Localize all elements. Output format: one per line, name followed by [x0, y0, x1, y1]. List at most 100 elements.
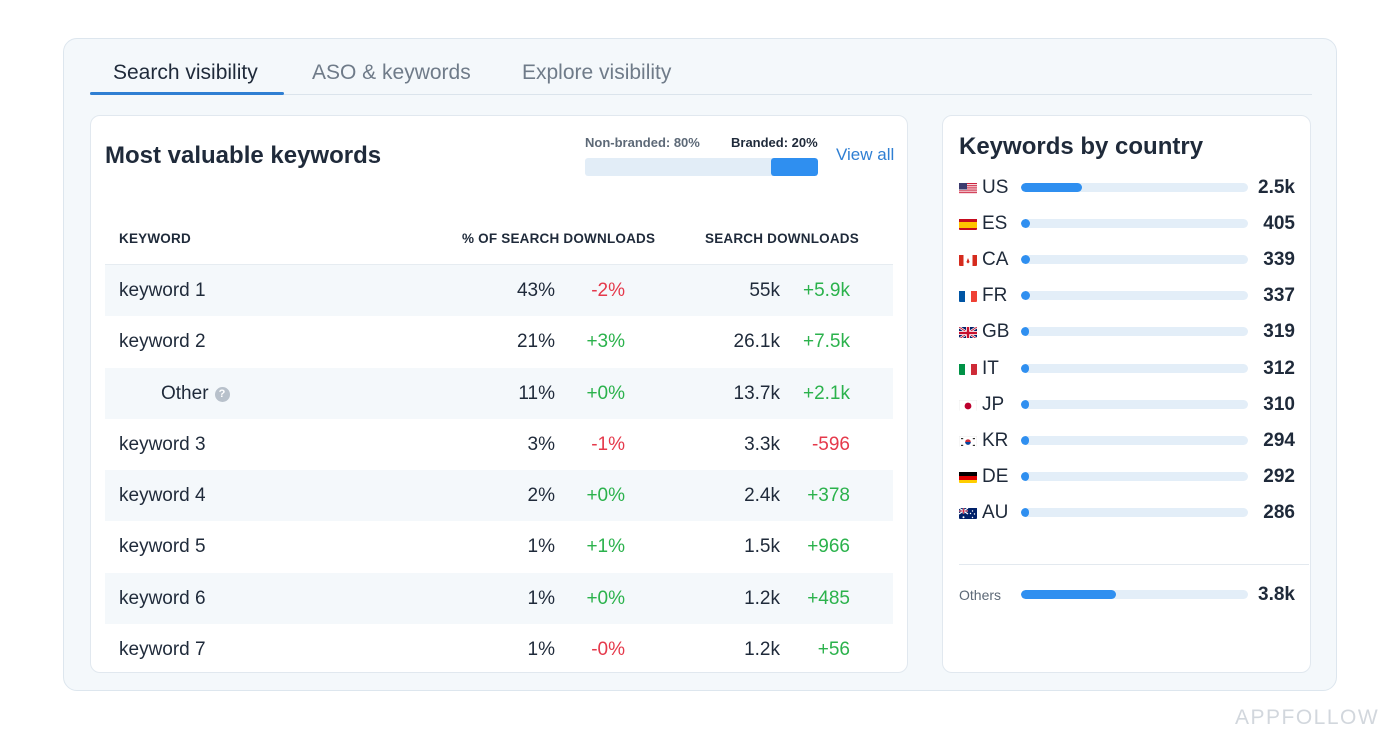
tab-bar: Search visibility ASO & keywords Explore… — [90, 39, 1312, 95]
country-bar — [1021, 255, 1248, 265]
country-row-ca[interactable]: CA 339 — [959, 248, 1295, 272]
downloads-delta: +56 — [817, 639, 850, 661]
appfollow-watermark: APPFOLLOW — [1235, 706, 1380, 729]
table-row[interactable]: Other? 11% +0% 13.7k +2.1k — [105, 367, 893, 419]
downloads-value: 3.3k — [744, 433, 780, 455]
pct-delta: +3% — [586, 331, 625, 353]
most-valuable-keywords-card: Most valuable keywords Non-branded: 80% … — [90, 115, 908, 673]
table-row[interactable]: keyword 1 43% -2% 55k +5.9k — [105, 265, 893, 317]
country-bar — [1021, 399, 1248, 409]
country-bar — [1021, 363, 1248, 373]
column-header-keyword[interactable]: KEYWORD — [119, 231, 191, 246]
column-header-search-downloads[interactable]: SEARCH DOWNLOADS — [705, 231, 859, 246]
country-bar-fill — [1021, 435, 1029, 445]
country-bar-fill — [1021, 255, 1031, 265]
pct-value: 1% — [527, 536, 555, 558]
others-label: Others — [959, 587, 1002, 603]
pct-delta: -1% — [591, 433, 625, 455]
others-bar — [1021, 590, 1248, 599]
keyword-name: keyword 4 — [119, 485, 206, 507]
country-value: 337 — [1263, 285, 1295, 307]
keyword-name: keyword 7 — [119, 639, 206, 661]
question-icon[interactable]: ? — [214, 386, 230, 402]
country-bar-fill — [1021, 399, 1029, 409]
fr-flag-icon — [959, 290, 977, 303]
tab-explore-visibility[interactable]: Explore visibility — [522, 61, 672, 84]
tab-aso-keywords[interactable]: ASO & keywords — [312, 61, 471, 84]
country-value: 292 — [1263, 465, 1295, 487]
keyword-label: keyword 5 — [119, 536, 206, 558]
country-code: AU — [982, 501, 1009, 523]
country-value: 286 — [1263, 501, 1295, 523]
column-header-pct-search-downloads[interactable]: % OF SEARCH DOWNLOADS — [462, 231, 656, 246]
country-bar — [1021, 291, 1248, 301]
downloads-value: 13.7k — [733, 382, 780, 404]
downloads-delta: +485 — [807, 587, 850, 609]
downloads-value: 1.2k — [744, 587, 780, 609]
keyword-label: keyword 2 — [119, 331, 206, 353]
downloads-value: 1.2k — [744, 639, 780, 661]
es-flag-icon — [959, 218, 977, 231]
pct-value: 1% — [527, 587, 555, 609]
country-row-au[interactable]: AU 286 — [959, 501, 1295, 525]
country-row-others[interactable]: Others 3.8k — [959, 583, 1295, 607]
table-row[interactable]: keyword 7 1% -0% 1.2k +56 — [105, 624, 893, 675]
pct-value: 21% — [516, 331, 555, 353]
country-value: 2.5k — [1258, 177, 1295, 198]
pct-value: 11% — [518, 382, 555, 404]
us-flag-icon — [959, 182, 977, 194]
country-value: 319 — [1263, 321, 1295, 343]
country-value: 294 — [1263, 429, 1295, 451]
keyword-name: keyword 1 — [119, 280, 206, 302]
au-flag-icon — [959, 507, 977, 519]
country-code: DE — [982, 465, 1009, 487]
view-all-link[interactable]: View all — [836, 145, 895, 164]
downloads-delta: +5.9k — [802, 280, 850, 301]
tab-search-visibility[interactable]: Search visibility — [113, 61, 258, 84]
country-code: IT — [982, 357, 999, 379]
branded-label: Branded: 20% — [731, 135, 818, 150]
country-row-us[interactable]: US 2.5k — [959, 176, 1295, 200]
country-bar — [1021, 183, 1248, 192]
country-code: GB — [982, 321, 1010, 343]
keyword-label: keyword 1 — [119, 280, 206, 301]
table-row[interactable]: keyword 3 3% -1% 3.3k -596 — [105, 419, 893, 470]
keywords-table-body: keyword 1 43% -2% 55k +5.9k keyword 2 21% +3% 26… — [105, 265, 893, 675]
country-value: 310 — [1263, 393, 1295, 415]
country-value: 339 — [1263, 249, 1295, 271]
country-bar-fill — [1021, 363, 1029, 373]
active-tab-indicator — [90, 92, 284, 95]
country-code: KR — [982, 429, 1009, 451]
country-row-fr[interactable]: FR 337 — [959, 284, 1295, 308]
pct-value: 1% — [527, 639, 555, 661]
country-row-gb[interactable]: GB 319 — [959, 320, 1295, 344]
country-bar-fill — [1021, 183, 1083, 192]
country-code: US — [982, 177, 1009, 198]
country-row-de[interactable]: DE 292 — [959, 465, 1295, 489]
keyword-name: keyword 2 — [119, 331, 206, 353]
country-row-es[interactable]: ES 405 — [959, 212, 1295, 236]
pct-delta: +1% — [586, 536, 625, 558]
country-row-it[interactable]: IT 312 — [959, 357, 1295, 381]
keyword-label: keyword 7 — [119, 639, 206, 661]
pct-value: 2% — [527, 485, 555, 507]
country-row-kr[interactable]: KR 294 — [959, 429, 1295, 453]
country-bar — [1021, 327, 1248, 337]
others-value: 3.8k — [1258, 584, 1295, 605]
table-row[interactable]: keyword 2 21% +3% 26.1k +7.5k — [105, 316, 893, 367]
search-visibility-panel: Search visibility ASO & keywords Explore… — [63, 38, 1337, 691]
table-row[interactable]: keyword 4 2% +0% 2.4k +378 — [105, 470, 893, 522]
country-bar-fill — [1021, 327, 1029, 337]
pct-value: 43% — [516, 280, 555, 301]
branded-split-bar — [585, 158, 818, 176]
country-code: ES — [982, 213, 1008, 235]
pct-delta: -2% — [591, 280, 625, 301]
kr-flag-icon — [959, 435, 977, 447]
table-row[interactable]: keyword 6 1% +0% 1.2k +485 — [105, 572, 893, 625]
country-value: 312 — [1263, 357, 1295, 379]
table-row[interactable]: keyword 5 1% +1% 1.5k +966 — [105, 521, 893, 572]
ca-flag-icon — [959, 254, 977, 267]
country-row-jp[interactable]: JP 310 — [959, 393, 1295, 417]
pct-delta: +0% — [586, 485, 625, 507]
country-bar-fill — [1021, 291, 1031, 301]
